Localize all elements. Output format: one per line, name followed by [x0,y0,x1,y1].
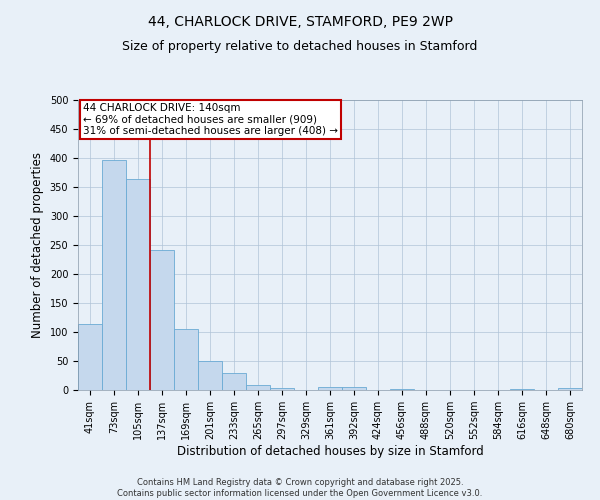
Text: Size of property relative to detached houses in Stamford: Size of property relative to detached ho… [122,40,478,53]
Bar [558,388,582,390]
Bar [270,388,294,390]
Y-axis label: Number of detached properties: Number of detached properties [31,152,44,338]
X-axis label: Distribution of detached houses by size in Stamford: Distribution of detached houses by size … [176,445,484,458]
Text: Contains HM Land Registry data © Crown copyright and database right 2025.
Contai: Contains HM Land Registry data © Crown c… [118,478,482,498]
Bar [150,250,174,390]
Bar [222,372,246,390]
Bar [246,386,270,390]
Bar [102,160,126,390]
Text: 44 CHARLOCK DRIVE: 140sqm
← 69% of detached houses are smaller (909)
31% of semi: 44 CHARLOCK DRIVE: 140sqm ← 69% of detac… [83,103,338,136]
Bar [198,361,222,390]
Bar [510,389,534,390]
Bar [342,386,366,390]
Bar [174,328,198,390]
Bar [318,386,342,390]
Text: 44, CHARLOCK DRIVE, STAMFORD, PE9 2WP: 44, CHARLOCK DRIVE, STAMFORD, PE9 2WP [148,15,452,29]
Bar [78,324,102,390]
Bar [126,180,150,390]
Bar [390,389,414,390]
